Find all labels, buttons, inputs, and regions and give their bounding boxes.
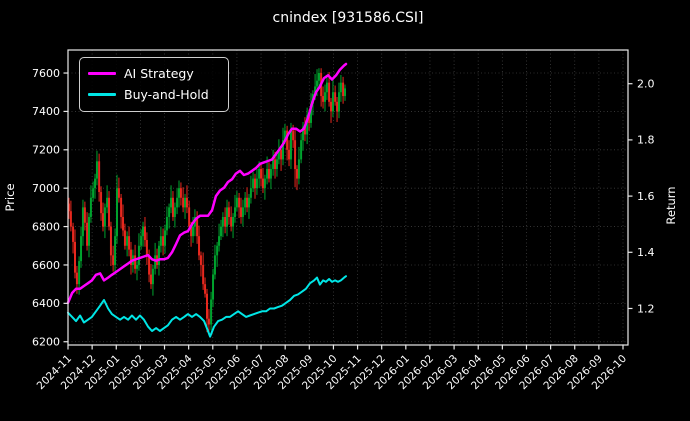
price-tick-label: 6200	[32, 336, 60, 349]
legend-entry-buy-and-hold: Buy-and-Hold	[88, 84, 218, 105]
price-tick-label: 6600	[32, 259, 60, 272]
return-axis-label: Return	[664, 186, 678, 224]
price-tick-label: 6400	[32, 297, 60, 310]
return-tick-label: 1.8	[637, 134, 655, 147]
price-axis-label: Price	[3, 183, 17, 211]
price-tick-label: 7600	[32, 67, 60, 80]
legend-label-ai-strategy: AI Strategy	[124, 66, 194, 81]
ai-strategy-line-swatch	[88, 72, 116, 75]
ai-strategy-line	[66, 62, 348, 305]
plot-border	[67, 49, 629, 346]
candlestick-series	[67, 68, 347, 334]
return-tick-label: 2.0	[637, 78, 655, 91]
buy-and-hold-line-swatch	[88, 93, 116, 96]
return-tick-label: 1.4	[637, 246, 655, 259]
price-tick-label: 6800	[32, 220, 60, 233]
chart-title: cnindex [931586.CSI]	[272, 10, 424, 26]
return-tick-label: 1.6	[637, 190, 655, 203]
price-tick-label: 7400	[32, 105, 60, 118]
legend-entry-ai-strategy: AI Strategy	[88, 63, 218, 84]
buy-and-hold-line	[67, 275, 347, 338]
price-tick-label: 7000	[32, 182, 60, 195]
return-tick-label: 1.2	[637, 302, 655, 315]
price-tick-label: 7200	[32, 144, 60, 157]
legend-label-buy-and-hold: Buy-and-Hold	[124, 87, 209, 102]
legend: AI Strategy Buy-and-Hold	[79, 57, 229, 112]
